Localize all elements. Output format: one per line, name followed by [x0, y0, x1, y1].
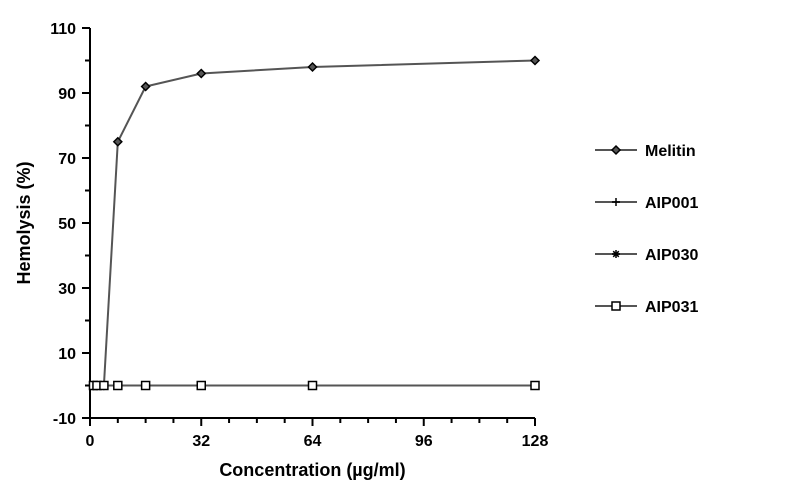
y-tick-label: -10 [53, 411, 76, 428]
marker-square [100, 382, 108, 390]
y-tick-label: 50 [58, 216, 76, 233]
x-tick-label: 0 [86, 433, 95, 450]
legend-label: AIP031 [645, 299, 698, 316]
marker-square [612, 302, 620, 310]
y-tick-label: 30 [58, 281, 76, 298]
y-tick-label: 110 [50, 21, 76, 38]
marker-square [114, 382, 122, 390]
y-tick-label: 10 [58, 346, 76, 363]
y-axis-label: Hemolysis (%) [14, 161, 34, 284]
marker-square [531, 382, 539, 390]
y-tick-label: 90 [58, 86, 76, 103]
legend-label: AIP030 [645, 247, 698, 264]
y-tick-label: 70 [58, 151, 76, 168]
x-axis-label: Concentration (µg/ml) [219, 460, 405, 480]
x-tick-label: 32 [192, 433, 210, 450]
chart-container: -10 10 30 50 70 90 110 0 32 64 96 128 Hemolysis (%) C… [0, 0, 800, 503]
hemolysis-chart: -10 10 30 50 70 90 110 0 32 64 96 128 Hemolysis (%) C… [0, 0, 800, 503]
legend-label: Melitin [645, 143, 696, 160]
marker-square [309, 382, 317, 390]
marker-square [142, 382, 150, 390]
x-tick-label: 64 [304, 433, 322, 450]
x-tick-label: 128 [522, 433, 549, 450]
x-tick-label: 96 [415, 433, 433, 450]
legend-label: AIP001 [645, 195, 698, 212]
marker-square [197, 382, 205, 390]
